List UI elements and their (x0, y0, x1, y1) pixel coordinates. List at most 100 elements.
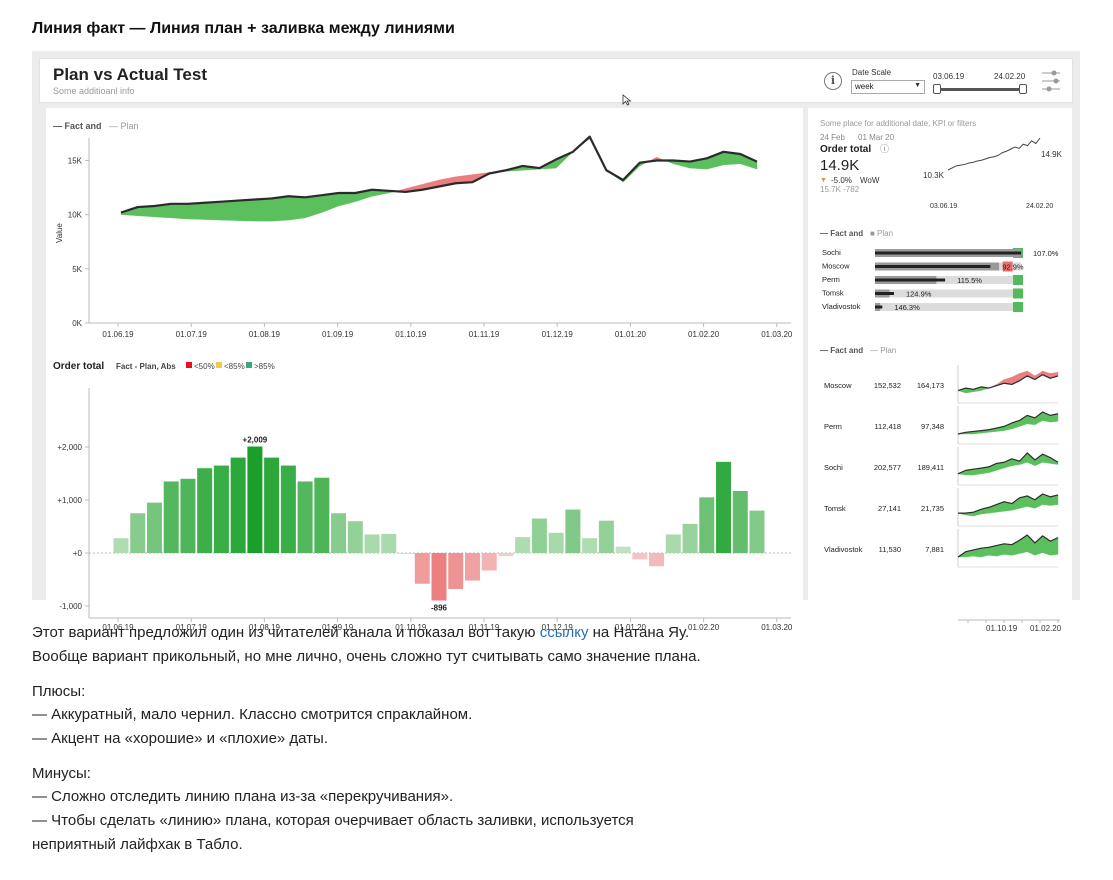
bar-peak-label: +2,009 (243, 436, 268, 445)
bar-chart-title: Order total (53, 361, 104, 372)
bar (498, 553, 514, 557)
bar (732, 490, 748, 553)
legend-swatch-mid (216, 362, 222, 368)
multiples-city-label: Sochi (824, 463, 843, 472)
bullet-plan-bar (875, 289, 1021, 298)
filter-settings-icon[interactable] (1040, 68, 1062, 94)
x-tick-label: 01.10.19 (395, 623, 427, 632)
kpi-spark-line (947, 137, 1041, 171)
bar (632, 553, 648, 560)
multiples-city-label: Perm (824, 422, 842, 431)
fact-plan-fill-area (187, 202, 205, 220)
kpi-date-a: 24 Feb (820, 133, 845, 142)
bullet-city-label: Tomsk (822, 289, 844, 298)
x-tick-label: 01.06.19 (102, 330, 134, 339)
bar (665, 534, 681, 553)
fact-line (120, 135, 758, 214)
kpi-change-label: WoW (860, 176, 880, 185)
date-scale-label: Date Scale (852, 68, 892, 77)
spark-max-label: 14.9K (1041, 150, 1063, 159)
bar-trough-label: -896 (431, 603, 448, 612)
kpi-note: Some place for additional date, KPI or f… (820, 119, 976, 128)
kpi-svg: Some place for additional date, KPI or f… (820, 119, 1063, 633)
x-tick-label: 01.08.19 (249, 623, 281, 632)
multiples-legend-fact: — Fact and (820, 346, 863, 355)
multiples-x-start: 01.10.19 (986, 624, 1018, 633)
y-tick-label: 0K (72, 319, 82, 328)
article-text: Этот вариант предложил один из читателей… (32, 624, 540, 641)
x-tick-label: 01.09.19 (322, 330, 354, 339)
fact-minus-plan-bar-chart: -1,000 +0 +1,000 +2,000 01.06.19 01.07.19 01.0… (57, 388, 793, 632)
legend-label-low: <50% (194, 362, 215, 371)
x-tick-label: 01.06.19 (102, 623, 134, 632)
bar (414, 553, 430, 584)
bar (381, 533, 397, 553)
bar (130, 513, 146, 553)
bar (331, 513, 347, 553)
multiples-fact-value: 152,532 (874, 381, 901, 390)
bar (264, 457, 280, 553)
bullet-legend-plan: ■ Plan (870, 229, 893, 238)
cons-item: неприятный лайфхак в Табло. (32, 836, 243, 853)
bar (163, 481, 179, 553)
slider-handle-end[interactable] (1019, 84, 1027, 94)
bar-chart-subtitle: Fact - Plan, Abs (116, 362, 176, 371)
bar (598, 520, 614, 553)
bar (180, 478, 196, 553)
bullet-status-marker (1013, 275, 1023, 285)
x-tick-label: 01.01.20 (615, 330, 647, 339)
x-tick-label: 01.03.20 (761, 623, 793, 632)
bar (213, 465, 229, 553)
kpi-panel: Some place for additional date, KPI or f… (808, 108, 1072, 643)
bar (649, 553, 665, 567)
multiples-fact-line (957, 411, 1059, 435)
x-tick-label: 01.01.20 (615, 623, 647, 632)
fact-plan-fill-area (338, 192, 356, 207)
post-title: Линия факт — Линия план + заливка между … (32, 20, 455, 37)
kpi-title: Order total (820, 144, 871, 155)
info-icon[interactable]: i (824, 72, 842, 90)
multiples-plan-value: 7,881 (925, 545, 944, 554)
fact-plan-fill-area (271, 196, 289, 222)
date-scale-select[interactable]: week ▼ (851, 80, 925, 94)
kpi-down-arrow-icon: ▼ (820, 177, 827, 184)
multiples-fact-value: 11,530 (879, 545, 901, 554)
range-end-label: 24.02.20 (994, 72, 1026, 81)
x-tick-label: 01.11.19 (469, 623, 500, 632)
x-tick-label: 01.07.19 (176, 623, 208, 632)
bar (398, 553, 414, 554)
multiples-city-label: Tomsk (824, 504, 846, 513)
bar (531, 518, 547, 553)
legend-swatch-low (186, 362, 192, 368)
bar (615, 546, 631, 553)
bar (565, 509, 581, 553)
multiples-fact-value: 112,418 (874, 422, 901, 431)
bar (716, 461, 732, 553)
article-link[interactable]: ссылку (539, 624, 589, 641)
y-tick-label: 15K (68, 157, 83, 166)
bullet-plan-bar (875, 303, 1021, 311)
multiples-fact-line (957, 452, 1059, 475)
y-tick-label: +1,000 (57, 496, 82, 505)
slider-handle-start[interactable] (933, 84, 941, 94)
bar (481, 553, 497, 571)
bar (197, 468, 213, 553)
bar (247, 446, 263, 553)
legend-swatch-high (246, 362, 252, 368)
line-legend-fact: — Fact and (53, 121, 102, 131)
date-range-slider[interactable] (937, 88, 1025, 91)
bar (515, 537, 531, 553)
bar (582, 538, 598, 553)
x-tick-label: 01.12.19 (542, 623, 574, 632)
multiples-city-label: Moscow (824, 381, 852, 390)
kpi-info-icon[interactable]: ⓘ (880, 144, 889, 154)
bullet-status-marker (1013, 302, 1023, 312)
x-tick-label: 01.10.19 (395, 330, 427, 339)
spark-min-label: 10.3K (923, 171, 945, 180)
bullet-plan-bar (875, 276, 1021, 284)
chevron-down-icon: ▼ (914, 82, 921, 89)
article-text: на Натана Яу. (588, 624, 690, 641)
y-tick-label: 5K (72, 265, 82, 274)
y-tick-label: 10K (68, 211, 83, 220)
main-charts-panel: — Fact and — Plan Value 0K 5K 10K 15K 01.06.… (46, 108, 803, 643)
